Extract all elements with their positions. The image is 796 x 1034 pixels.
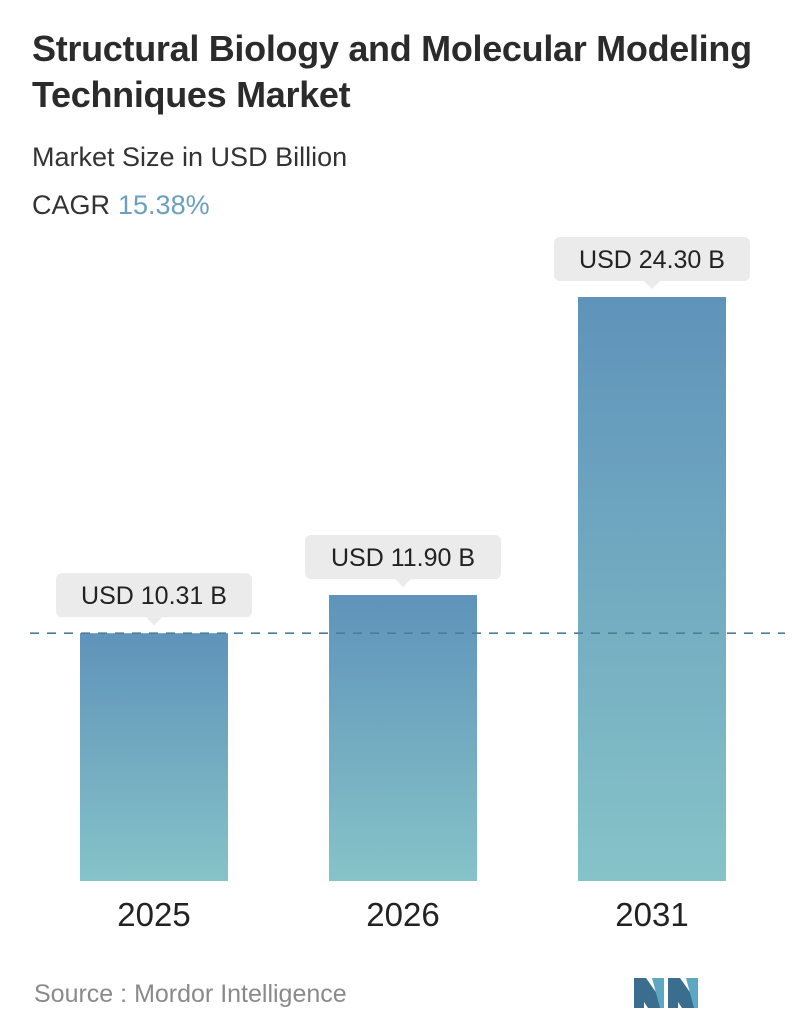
- chart-title: Structural Biology and Molecular Modelin…: [32, 28, 752, 115]
- bar-2025: [80, 633, 228, 881]
- source-text: Source : Mordor Intelligence: [34, 980, 347, 1009]
- x-tick-label-2026: 2026: [366, 896, 439, 933]
- data-label-pointer: [395, 579, 411, 588]
- data-label-box: [56, 573, 252, 618]
- cagr-value: 15.38%: [118, 190, 210, 220]
- source-label: Source :: [34, 980, 128, 1008]
- data-label-pointer: [146, 617, 162, 626]
- data-label-box: [554, 237, 750, 281]
- x-tick-label-2025: 2025: [117, 896, 190, 933]
- bar-2026: [329, 595, 477, 881]
- cagr-line: CAGR 15.38%: [32, 190, 210, 221]
- data-label-2025: USD 10.31 B: [56, 573, 252, 626]
- x-tick-label-2031: 2031: [615, 896, 688, 933]
- cagr-label: CAGR: [32, 190, 111, 220]
- data-label-text: USD 11.90 B: [331, 544, 475, 572]
- data-label-pointer: [644, 281, 660, 289]
- bar-2031: [578, 297, 726, 881]
- labels-layer: USD 10.31 B 2025 USD 11.90 B 2026 USD 24.30 …: [56, 237, 750, 933]
- chart-subtitle: Market Size in USD Billion: [32, 142, 348, 172]
- data-label-2031: USD 24.30 B: [554, 237, 750, 289]
- data-label-box: [305, 535, 501, 580]
- mordor-logo-icon: [634, 978, 698, 1008]
- bars-layer: [80, 297, 726, 881]
- data-label-text: USD 24.30 B: [579, 246, 725, 274]
- data-label-text: USD 10.31 B: [81, 582, 227, 610]
- data-label-2026: USD 11.90 B: [305, 535, 501, 588]
- source-name: Mordor Intelligence: [134, 980, 347, 1008]
